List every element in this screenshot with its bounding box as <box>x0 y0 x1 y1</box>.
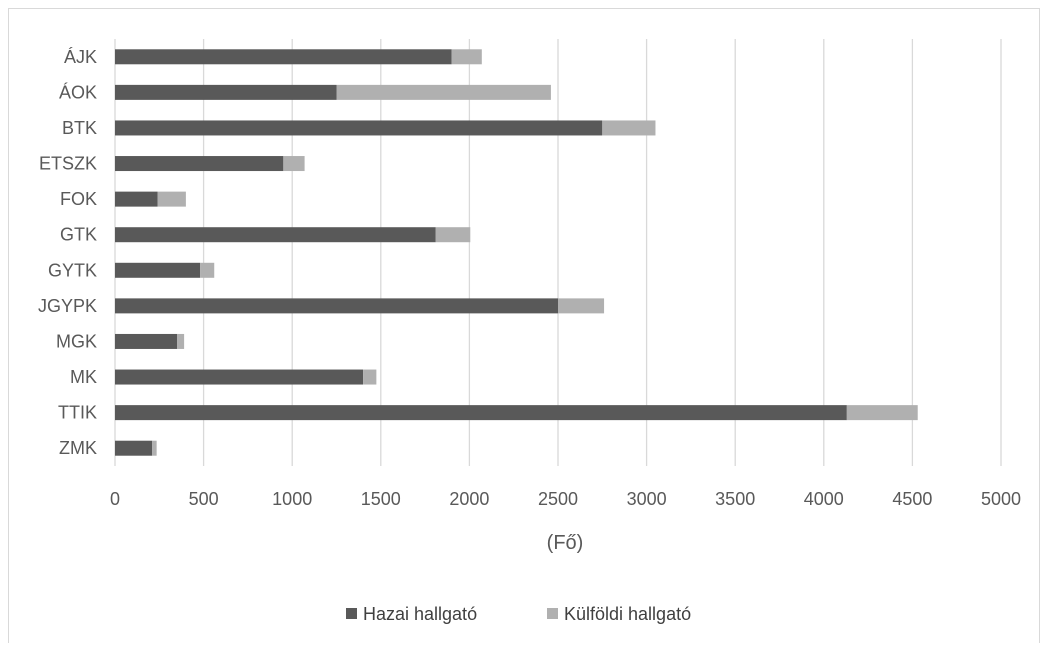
category-label: ZMK <box>59 438 97 458</box>
legend-swatch <box>346 608 357 619</box>
x-tick-label: 0 <box>110 489 120 509</box>
bar-segment-kulfoldi <box>200 262 215 278</box>
x-tick-label: 1000 <box>272 489 312 509</box>
legend: Hazai hallgató Külföldi hallgató <box>346 604 691 624</box>
bar-segment-hazai <box>115 84 337 100</box>
category-label: MK <box>70 367 97 387</box>
bar-segment-hazai <box>115 369 364 385</box>
x-tick-label: 2000 <box>449 489 489 509</box>
bar-segment-kulfoldi <box>157 191 186 207</box>
bar-segment-kulfoldi <box>336 84 551 100</box>
bar-segment-kulfoldi <box>602 120 656 136</box>
bar-segment-hazai <box>115 227 436 243</box>
bar-segment-hazai <box>115 440 153 456</box>
bar-segment-kulfoldi <box>846 405 918 421</box>
bar-segment-kulfoldi <box>283 156 305 172</box>
legend-label: Hazai hallgató <box>363 604 477 624</box>
bar-segment-kulfoldi <box>451 49 482 65</box>
bar-segment-hazai <box>115 298 558 314</box>
x-tick-label: 4000 <box>804 489 844 509</box>
bar-segment-hazai <box>115 262 201 278</box>
bar-segment-hazai <box>115 405 847 421</box>
category-label: GYTK <box>48 260 97 280</box>
category-label: ÁOK <box>59 82 97 102</box>
x-tick-label: 3500 <box>715 489 755 509</box>
x-tick-label: 3000 <box>627 489 667 509</box>
bar-segment-hazai <box>115 49 452 65</box>
x-tick-labels: 0 500 1000 1500 2000 2500 3000 3500 4000 4500 5000 <box>110 489 1021 509</box>
x-tick-label: 1500 <box>361 489 401 509</box>
category-label: JGYPK <box>38 296 97 316</box>
legend-label: Külföldi hallgató <box>564 604 691 624</box>
bar-segment-hazai <box>115 156 284 172</box>
category-label: GTK <box>60 225 97 245</box>
bar-segment-hazai <box>115 191 158 207</box>
bar-segment-kulfoldi <box>558 298 605 314</box>
x-axis-title: (Fő) <box>547 532 584 554</box>
bars <box>115 49 918 456</box>
category-label: ETSZK <box>39 154 97 174</box>
bar-segment-hazai <box>115 333 178 349</box>
bar-segment-kulfoldi <box>435 227 471 243</box>
category-label: TTIK <box>58 403 97 423</box>
category-label: ÁJK <box>64 47 97 67</box>
x-tick-label: 2500 <box>538 489 578 509</box>
chart-frame <box>8 8 1040 643</box>
bar-segment-kulfoldi <box>152 440 157 456</box>
x-tick-label: 500 <box>189 489 219 509</box>
bar-segment-kulfoldi <box>363 369 377 385</box>
category-label: MGK <box>56 331 97 351</box>
legend-swatch <box>547 608 558 619</box>
x-tick-label: 5000 <box>981 489 1021 509</box>
bar-segment-hazai <box>115 120 603 136</box>
gridlines <box>114 39 1002 466</box>
category-label: BTK <box>62 118 97 138</box>
bar-segment-kulfoldi <box>177 333 185 349</box>
category-labels: ÁJK ÁOK BTK ETSZK FOK GTK GYTK JGYPK MGK MK TTIK ZM… <box>38 47 97 458</box>
category-label: FOK <box>60 189 97 209</box>
x-tick-label: 4500 <box>892 489 932 509</box>
